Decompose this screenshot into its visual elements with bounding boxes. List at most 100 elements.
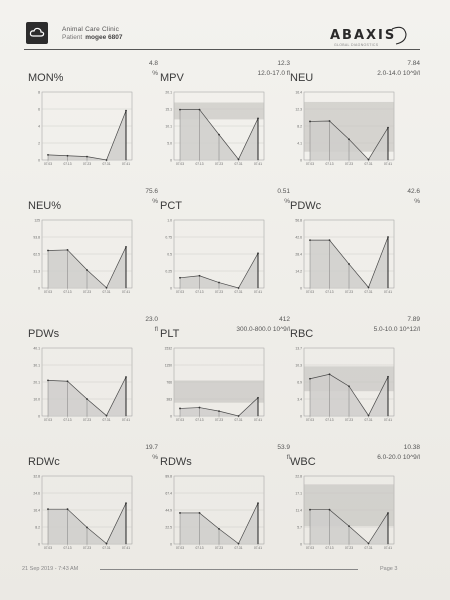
y-tick-label: 56.8 bbox=[295, 219, 302, 223]
data-point bbox=[237, 158, 240, 161]
x-tick-label: 07.31 bbox=[235, 290, 243, 294]
x-tick-label: 07.41 bbox=[122, 418, 130, 422]
x-tick-label: 07.31 bbox=[365, 546, 373, 550]
data-point bbox=[218, 410, 220, 413]
panel-value: 42.6 bbox=[407, 188, 420, 195]
x-tick-label: 07.41 bbox=[122, 290, 130, 294]
clinic-name: Animal Care Clinic bbox=[62, 26, 120, 33]
y-tick-label: 125 bbox=[34, 219, 40, 223]
y-tick-label: 1.0 bbox=[167, 219, 172, 223]
y-tick-label: 13.7 bbox=[295, 347, 302, 351]
y-tick-label: 3.4 bbox=[297, 398, 302, 402]
data-point bbox=[218, 281, 220, 284]
y-tick-label: 0 bbox=[170, 415, 172, 419]
panel-value: 7.84 bbox=[407, 60, 420, 67]
data-point bbox=[348, 385, 350, 388]
data-point bbox=[218, 133, 220, 136]
x-tick-label: 07.41 bbox=[254, 290, 262, 294]
y-tick-label: 0 bbox=[170, 287, 172, 291]
panel-range: 12.0-17.0 fl bbox=[257, 70, 290, 77]
data-point bbox=[328, 508, 331, 511]
data-point bbox=[348, 263, 350, 265]
data-point bbox=[86, 155, 88, 158]
y-tick-label: 8.2 bbox=[35, 526, 40, 530]
x-tick-label: 07.23 bbox=[345, 418, 353, 422]
panel-range: 2.0-14.0 10^9/l bbox=[377, 70, 420, 77]
swoosh-icon bbox=[391, 26, 407, 45]
data-point bbox=[198, 512, 201, 514]
x-tick-label: 07.23 bbox=[215, 290, 223, 294]
data-point bbox=[328, 239, 331, 242]
data-point bbox=[328, 120, 331, 122]
trend-chart: 32.8 24.6 16.4 8.2 0 07.03 07.13 07.23 07.31 07.4… bbox=[33, 475, 133, 550]
panel-title: MON% bbox=[28, 72, 64, 84]
trend-chart: 13.7 10.3 6.9 3.4 0 07.03 07.13 07.23 07.31 07.41 bbox=[295, 347, 395, 422]
y-tick-label: 1532 bbox=[164, 347, 172, 351]
print-date: 21 Sep 2019 - 7:43 AM bbox=[22, 566, 79, 572]
cloud-logo-icon bbox=[26, 22, 48, 44]
panel-value: 23.0 bbox=[145, 316, 158, 323]
y-tick-label: 0 bbox=[38, 543, 40, 547]
data-point bbox=[348, 138, 350, 141]
y-tick-label: 0.5 bbox=[167, 253, 172, 257]
panel-value: 10.38 bbox=[403, 444, 420, 451]
x-tick-label: 07.13 bbox=[326, 162, 334, 166]
trend-chart: 125 93.8 62.5 31.3 0 07.03 07.13 07.23 07.31 07.4… bbox=[33, 219, 133, 294]
x-tick-label: 07.31 bbox=[365, 418, 373, 422]
data-point bbox=[367, 414, 370, 417]
data-point bbox=[309, 508, 311, 511]
data-point bbox=[309, 377, 311, 380]
panel-title: PCT bbox=[160, 200, 182, 212]
data-point bbox=[309, 239, 311, 242]
y-tick-label: 62.5 bbox=[33, 253, 40, 257]
header-divider bbox=[24, 49, 420, 50]
x-tick-label: 07.31 bbox=[103, 290, 111, 294]
data-point bbox=[179, 407, 181, 410]
x-tick-label: 07.41 bbox=[122, 162, 130, 166]
reference-range-band bbox=[174, 380, 264, 403]
y-tick-label: 10.1 bbox=[165, 125, 172, 129]
panel-pdwc: PDWc 42.6% 56.8 42.6 28.4 14.2 0 07.03 07.13 07.2… bbox=[290, 188, 420, 312]
x-tick-label: 07.23 bbox=[345, 162, 353, 166]
x-tick-label: 07.13 bbox=[196, 418, 204, 422]
y-tick-label: 8.2 bbox=[297, 125, 302, 129]
panel-mon-pct: MON% 4.8% 8 6 4 2 0 07.03 07.13 07.23 07.31 07.41 bbox=[28, 60, 158, 184]
data-point bbox=[237, 542, 240, 545]
y-tick-label: 22.5 bbox=[165, 526, 172, 530]
panel-value: 75.6 bbox=[145, 188, 158, 195]
y-tick-label: 11.4 bbox=[296, 509, 302, 513]
panel-range: 5.0-10.0 10^12/l bbox=[373, 326, 420, 333]
report-header: Animal Care Clinic Patient mogee 6807 ABA… bbox=[0, 0, 450, 52]
y-tick-label: 42.6 bbox=[295, 236, 302, 240]
y-tick-label: 2 bbox=[38, 142, 40, 146]
x-tick-label: 07.03 bbox=[176, 546, 184, 550]
x-tick-label: 07.23 bbox=[345, 290, 353, 294]
panel-unit: % bbox=[414, 198, 420, 205]
panel-value: 7.89 bbox=[407, 316, 420, 323]
x-tick-label: 07.03 bbox=[306, 162, 314, 166]
data-point bbox=[105, 286, 108, 289]
trend-chart: 20.1 15.1 10.1 5.0 0 07.03 07.13 07.23 07.31 07.4… bbox=[165, 91, 265, 166]
data-point bbox=[105, 414, 108, 417]
x-tick-label: 07.41 bbox=[122, 546, 130, 550]
x-tick-label: 07.41 bbox=[384, 290, 392, 294]
panel-value: 12.3 bbox=[277, 60, 290, 67]
y-tick-label: 10.0 bbox=[33, 398, 40, 402]
x-tick-label: 07.03 bbox=[306, 418, 314, 422]
y-tick-label: 15.1 bbox=[165, 108, 172, 112]
panel-rdwc: RDWc 19.7% 32.8 24.6 16.4 8.2 0 07.03 07.13 07.23… bbox=[28, 444, 158, 568]
panel-pct: PCT 0.51% 1.0 0.75 0.5 0.25 0 07.03 07.13 07.23 07… bbox=[160, 188, 290, 312]
panel-unit: % bbox=[152, 198, 158, 205]
y-tick-label: 44.9 bbox=[165, 509, 172, 513]
panel-title: RDWc bbox=[28, 456, 60, 468]
y-tick-label: 0.25 bbox=[165, 270, 172, 274]
x-tick-label: 07.41 bbox=[384, 418, 392, 422]
data-point bbox=[179, 512, 181, 514]
y-tick-label: 1150 bbox=[165, 364, 172, 368]
data-point bbox=[367, 542, 370, 545]
y-tick-label: 383 bbox=[166, 398, 172, 402]
data-point bbox=[86, 526, 88, 529]
y-tick-label: 32.8 bbox=[33, 475, 40, 479]
y-tick-label: 0 bbox=[300, 159, 302, 163]
x-tick-label: 07.31 bbox=[103, 162, 111, 166]
